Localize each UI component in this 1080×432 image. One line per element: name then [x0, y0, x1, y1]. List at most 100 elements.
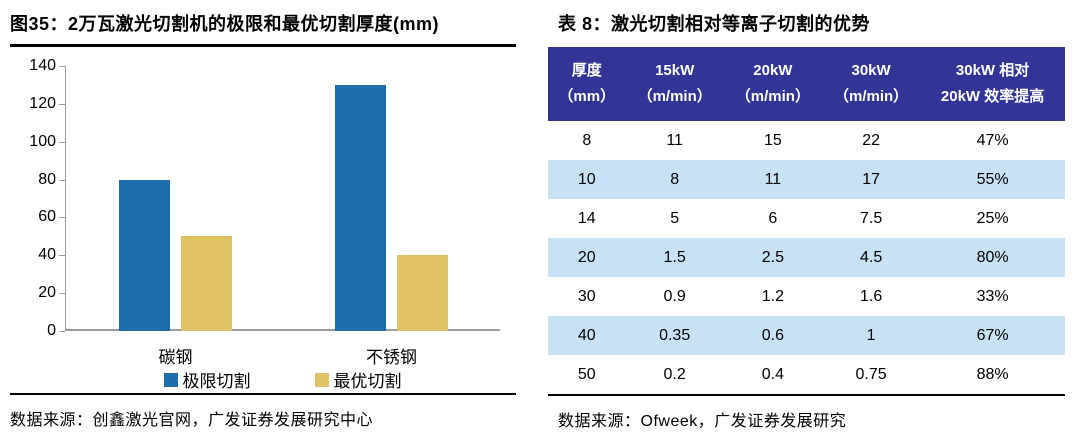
table-cell: 1.6 [859, 287, 883, 305]
y-tick-label: 20 [38, 284, 56, 302]
table-row: 40 0.35 0.6 1 67% [548, 316, 1065, 355]
table-header-cell: 20kW （m/min） [724, 63, 822, 105]
y-tick-label: 80 [38, 170, 56, 188]
header-line1: 15kW [655, 62, 695, 79]
table-row: 30 0.9 1.2 1.6 33% [548, 277, 1065, 316]
table-header-cell: 30kW 相对 20kW 效率提高 [920, 63, 1065, 105]
table-cell: 4.5 [859, 248, 883, 266]
chart-legend: 极限切割 最优切割 [65, 367, 500, 392]
header-line1: 厚度 [571, 62, 602, 79]
table-cell: 25% [976, 209, 1009, 227]
table-source-note: 数据来源：Ofweek，广发证券发展研究 [558, 413, 847, 430]
legend-label: 最优切割 [333, 372, 402, 391]
table-cell: 67% [976, 326, 1009, 344]
legend-swatch-icon [314, 372, 329, 387]
table-cell: 47% [976, 131, 1009, 149]
table-row: 20 1.5 2.5 4.5 80% [548, 238, 1065, 277]
table-cell: 0.4 [761, 365, 784, 383]
table-cell: 22 [862, 131, 880, 149]
table-title: 表 8：激光切割相对等离子切割的优势 [558, 14, 871, 34]
table-cell: 50 [577, 365, 596, 383]
bar-最优切割-不锈钢 [397, 255, 448, 331]
table-cell: 0.6 [761, 326, 784, 344]
y-tick-mark [59, 293, 65, 295]
table-cell: 15 [763, 131, 782, 149]
table-row: 8 11 15 22 47% [548, 121, 1065, 160]
table-cell: 8 [582, 131, 592, 149]
y-tick-mark [59, 255, 65, 257]
chart-source-note: 数据来源：创鑫激光官网，广发证券发展研究中心 [10, 412, 374, 429]
table-cell: 0.75 [855, 365, 887, 383]
y-tick-mark [59, 217, 65, 219]
bar-chart: 0 20 40 60 80 100 120 140 碳钢 不锈钢 极限切割 最优切割 [10, 49, 522, 393]
table-body: 8 11 15 22 47% 10 8 11 17 55% 14 5 6 7.5 25% 20 1.5 2.5 4.… [548, 121, 1065, 394]
x-category-label: 不锈钢 [366, 348, 417, 367]
table-cell: 30 [577, 287, 596, 305]
table-row: 14 5 6 7.5 25% [548, 199, 1065, 238]
y-tick-label: 0 [47, 322, 56, 339]
table-cell: 14 [577, 209, 596, 227]
table-cell: 17 [862, 170, 880, 188]
legend-swatch-icon [163, 372, 178, 387]
table-cell: 1.2 [761, 287, 784, 305]
y-tick-mark [59, 141, 65, 143]
table-bottom-rule [548, 394, 1065, 396]
y-tick-mark [59, 66, 65, 67]
chart-plot-area [65, 66, 500, 331]
table-cell: 11 [666, 131, 683, 149]
table-cell: 0.2 [663, 365, 686, 383]
header-line2: （m/min） [637, 88, 712, 105]
table-header-cell: 厚度 （mm） [548, 63, 626, 105]
bar-chart-panel: 图35：2万瓦激光切割机的极限和最优切割厚度(mm) 0 20 40 60 80 100 1… [10, 14, 522, 429]
chart-bottom-rule [10, 393, 516, 395]
chart-title: 图35：2万瓦激光切割机的极限和最优切割厚度(mm) [10, 14, 440, 34]
data-table-panel: 表 8：激光切割相对等离子切割的优势 厚度 （mm） 15kW （m/min） 20kW… [540, 0, 1080, 432]
y-tick-label: 60 [38, 208, 56, 226]
table-cell: 88% [976, 365, 1009, 383]
header-line1: 30kW 相对 [955, 62, 1030, 79]
table-cell: 80% [976, 248, 1009, 266]
table-cell: 0.9 [663, 287, 686, 305]
table-cell: 1 [866, 326, 876, 344]
header-line2: （mm） [558, 88, 616, 105]
table-header-cell: 30kW （m/min） [822, 63, 920, 105]
bar-最优切割-碳钢 [181, 236, 232, 331]
table-cell: 5 [670, 209, 680, 227]
header-line2: （m/min） [735, 88, 810, 105]
header-line1: 20kW [753, 62, 793, 79]
header-line1: 30kW [851, 62, 891, 79]
x-category-label: 碳钢 [158, 348, 193, 367]
table-cell: 1.5 [663, 248, 686, 266]
y-tick-mark [59, 331, 65, 332]
legend-label: 极限切割 [182, 372, 251, 391]
y-tick-label: 120 [29, 94, 56, 112]
bar-极限切割-不锈钢 [335, 84, 386, 331]
table-cell: 7.5 [859, 209, 883, 227]
table-cell: 33% [976, 287, 1009, 305]
legend-item: 极限切割 [163, 367, 251, 392]
table-header-row: 厚度 （mm） 15kW （m/min） 20kW （m/min） 30kW （m/min） 3… [548, 47, 1065, 121]
header-line2: （m/min） [834, 88, 909, 105]
table-cell: 10 [577, 170, 596, 188]
table-cell: 8 [670, 170, 680, 188]
header-line2: 20kW 效率提高 [940, 88, 1045, 105]
y-tick-mark [59, 103, 65, 105]
y-tick-label: 100 [29, 132, 56, 150]
table-row: 10 8 11 17 55% [548, 160, 1065, 199]
chart-title-rule [10, 44, 516, 47]
table-cell: 6 [768, 209, 778, 227]
table-cell: 0.35 [659, 326, 691, 344]
table-cell: 40 [577, 326, 596, 344]
legend-item: 最优切割 [314, 367, 402, 392]
table-cell: 11 [764, 170, 782, 188]
table-cell: 2.5 [761, 248, 784, 266]
bar-极限切割-碳钢 [119, 179, 170, 331]
table-header-cell: 15kW （m/min） [626, 63, 724, 105]
y-tick-label: 40 [38, 246, 56, 264]
data-table: 厚度 （mm） 15kW （m/min） 20kW （m/min） 30kW （m/min） 3… [548, 47, 1065, 394]
table-row: 50 0.2 0.4 0.75 88% [548, 355, 1065, 394]
table-cell: 20 [577, 248, 596, 266]
y-tick-mark [59, 179, 65, 181]
y-tick-label: 140 [29, 57, 56, 74]
